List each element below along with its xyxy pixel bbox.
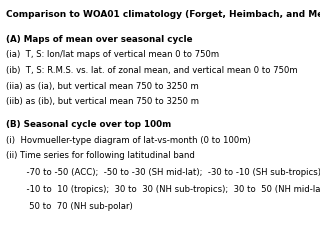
Text: (ib)  T, S: R.M.S. vs. lat. of zonal mean, and vertical mean 0 to 750m: (ib) T, S: R.M.S. vs. lat. of zonal mean… bbox=[6, 66, 297, 75]
Text: -10 to  10 (tropics);  30 to  30 (NH sub-tropics);  30 to  50 (NH mid-lat): -10 to 10 (tropics); 30 to 30 (NH sub-tr… bbox=[21, 185, 320, 194]
Text: (B) Seasonal cycle over top 100m: (B) Seasonal cycle over top 100m bbox=[6, 120, 171, 129]
Text: (iia) as (ia), but vertical mean 750 to 3250 m: (iia) as (ia), but vertical mean 750 to … bbox=[6, 82, 198, 90]
Text: (A) Maps of mean over seasonal cycle: (A) Maps of mean over seasonal cycle bbox=[6, 35, 192, 44]
Text: (iib) as (ib), but vertical mean 750 to 3250 m: (iib) as (ib), but vertical mean 750 to … bbox=[6, 97, 199, 106]
Text: (i)  Hovmueller-type diagram of lat-vs-month (0 to 100m): (i) Hovmueller-type diagram of lat-vs-mo… bbox=[6, 136, 251, 144]
Text: Comparison to WOA01 climatology (Forget, Heimbach, and Menemenlis): Comparison to WOA01 climatology (Forget,… bbox=[6, 10, 320, 19]
Text: (ii) Time series for following latitudinal band: (ii) Time series for following latitudin… bbox=[6, 151, 195, 160]
Text: -70 to -50 (ACC);  -50 to -30 (SH mid-lat);  -30 to -10 (SH sub-tropics): -70 to -50 (ACC); -50 to -30 (SH mid-lat… bbox=[21, 168, 320, 177]
Text: (ia)  T, S: lon/lat maps of vertical mean 0 to 750m: (ia) T, S: lon/lat maps of vertical mean… bbox=[6, 50, 219, 59]
Text: 50 to  70 (NH sub-polar): 50 to 70 (NH sub-polar) bbox=[21, 202, 132, 211]
